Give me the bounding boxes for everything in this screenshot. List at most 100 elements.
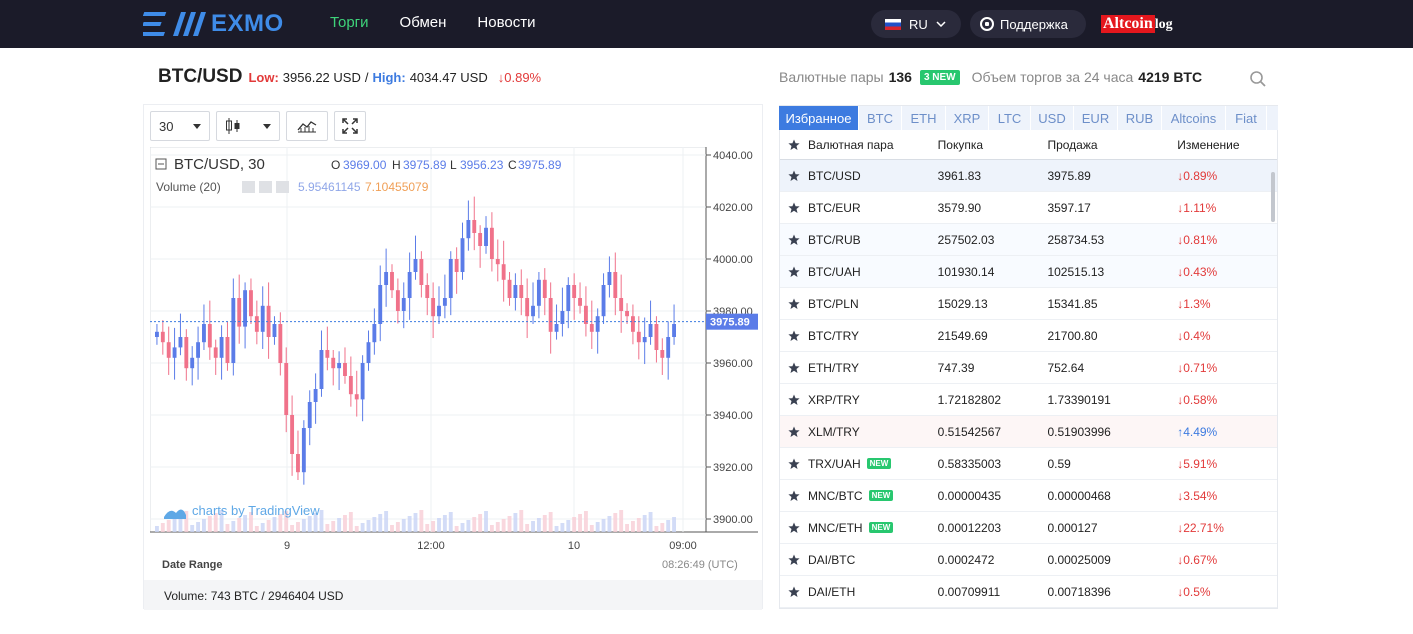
language-label: RU	[909, 16, 928, 32]
tab-eth[interactable]: ETH	[902, 106, 946, 130]
new-pairs-badge[interactable]: 3 NEW	[919, 69, 960, 85]
table-row[interactable]: BTC/UAH 101930.14 102515.13 ↓0.43%	[780, 256, 1277, 288]
tab-xrp[interactable]: XRP	[946, 106, 989, 130]
candle-body	[296, 454, 300, 473]
candle-body	[331, 357, 336, 369]
tab-eur[interactable]: EUR	[1074, 106, 1118, 130]
table-row[interactable]: MNC/ETH NEW 0.00012203 0.000127 ↓22.71%	[780, 512, 1277, 544]
table-row[interactable]: BTC/RUB 257502.03 258734.53 ↓0.81%	[780, 224, 1277, 256]
table-row[interactable]: BTC/USD 3961.83 3975.89 ↓0.89%	[780, 160, 1277, 192]
nav-item-news[interactable]: Новости	[477, 14, 536, 31]
col-sell[interactable]: Продажа	[1047, 137, 1098, 152]
row-change: ↓0.58%	[1177, 392, 1218, 407]
tab-altcoins[interactable]: Altcoins	[1162, 106, 1226, 130]
table-scrollbar[interactable]	[1271, 172, 1275, 222]
volume-bar	[166, 520, 171, 532]
volume-bar	[531, 521, 535, 532]
row-change: ↓1.11%	[1177, 200, 1217, 215]
row-change: ↑4.49%	[1177, 424, 1218, 439]
volume-bar	[642, 515, 647, 532]
row-buy: 0.00709911	[937, 584, 1001, 599]
low-value: 3956.22 USD	[282, 70, 361, 85]
col-pair[interactable]: Валютная пара	[807, 137, 894, 152]
table-row[interactable]: XRP/TRY 1.72182802 1.73390191 ↓0.58%	[780, 384, 1277, 416]
volume-bar	[607, 516, 612, 532]
support-button[interactable]: Поддержка	[970, 10, 1086, 38]
chart-clock: 08:26:49 (UTC)	[662, 559, 738, 571]
table-row[interactable]: DAI/BTC 0.0002472 0.00025009 ↓0.67%	[780, 544, 1277, 576]
nav-item-exchange[interactable]: Обмен	[399, 14, 447, 31]
star-icon[interactable]	[788, 266, 800, 278]
row-sell: 0.59	[1047, 456, 1071, 471]
star-icon[interactable]	[788, 426, 800, 438]
chart-type-select[interactable]	[216, 111, 280, 141]
row-change: ↓22.71%	[1177, 520, 1224, 535]
star-icon[interactable]	[788, 170, 800, 182]
search-icon[interactable]	[1249, 70, 1267, 88]
col-change[interactable]: Изменение	[1177, 137, 1240, 152]
indicators-button[interactable]	[286, 111, 328, 141]
volume-bar	[666, 520, 671, 532]
volume-bar	[660, 523, 665, 532]
star-icon[interactable]	[788, 586, 800, 598]
candle-body	[160, 331, 165, 343]
legend-collapse-icon[interactable]	[155, 158, 167, 170]
candle-body	[566, 285, 571, 311]
support-label: Поддержка	[1000, 16, 1068, 32]
date-range-label[interactable]: Date Range	[162, 559, 223, 571]
tab-избранное[interactable]: Избранное	[779, 106, 859, 130]
tab-ltc[interactable]: LTC	[989, 106, 1031, 130]
volume-bar	[625, 524, 629, 532]
star-icon[interactable]	[788, 202, 800, 214]
fullscreen-button[interactable]	[334, 111, 366, 141]
candlestick-chart[interactable]: 4040.004020.004000.003980.003960.003940.…	[150, 147, 758, 575]
interval-select[interactable]: 30	[150, 111, 210, 141]
star-icon[interactable]	[788, 522, 800, 534]
volume-label: Объем торгов за 24 часа	[971, 69, 1134, 85]
star-icon[interactable]	[788, 490, 800, 502]
candle-body	[501, 264, 506, 280]
star-icon[interactable]	[788, 139, 800, 151]
tab-usd[interactable]: USD	[1031, 106, 1074, 130]
table-row[interactable]: DAI/ETH 0.00709911 0.00718396 ↓0.5%	[780, 576, 1277, 608]
tab-fiat[interactable]: Fiat	[1226, 106, 1267, 130]
star-icon[interactable]	[788, 330, 800, 342]
table-row[interactable]: BTC/PLN 15029.13 15341.85 ↓1.3%	[780, 288, 1277, 320]
star-icon[interactable]	[788, 362, 800, 374]
table-row[interactable]: MNC/BTC NEW 0.00000435 0.00000468 ↓3.54%	[780, 480, 1277, 512]
candle-body	[519, 285, 524, 298]
volume-bar	[178, 514, 183, 532]
star-icon[interactable]	[788, 458, 800, 470]
tradingview-attribution[interactable]: charts by TradingView	[164, 503, 320, 519]
volume-legend-icons[interactable]	[242, 181, 289, 193]
table-row[interactable]: ETH/TRY 747.39 752.64 ↓0.71%	[780, 352, 1277, 384]
row-sell: 21700.80	[1047, 328, 1098, 343]
nav-item-trading[interactable]: Торги	[330, 14, 369, 31]
pairs-label: Валютные пары	[779, 69, 884, 85]
volume-bar	[184, 511, 189, 532]
star-icon[interactable]	[788, 234, 800, 246]
tab-btc[interactable]: BTC	[859, 106, 902, 130]
table-row[interactable]: BTC/TRY 21549.69 21700.80 ↓0.4%	[780, 320, 1277, 352]
table-row[interactable]: XLM/TRY 0.51542567 0.51903996 ↑4.49%	[780, 416, 1277, 448]
language-selector[interactable]: RU	[871, 10, 961, 38]
table-row[interactable]: TRX/UAH NEW 0.58335003 0.59 ↓5.91%	[780, 448, 1277, 480]
volume-bar	[595, 522, 600, 532]
candle-body	[407, 272, 412, 298]
star-icon[interactable]	[788, 298, 800, 310]
table-row[interactable]: BTC/EUR 3579.90 3597.17 ↓1.11%	[780, 192, 1277, 224]
col-buy[interactable]: Покупка	[937, 137, 984, 152]
star-icon[interactable]	[788, 554, 800, 566]
row-pair: MNC/ETH	[807, 520, 863, 535]
volume-bar	[225, 524, 230, 532]
candle-body	[155, 331, 159, 337]
volume-bar	[501, 519, 506, 532]
star-icon[interactable]	[788, 394, 800, 406]
volume-bar	[442, 515, 447, 532]
volume-bar	[260, 523, 265, 532]
row-buy: 3961.83	[937, 168, 982, 183]
exmo-logo[interactable]: EXMO	[143, 9, 284, 39]
x-tick-label: 12:00	[417, 540, 445, 552]
volume-bar	[266, 520, 271, 532]
tab-rub[interactable]: RUB	[1118, 106, 1162, 130]
